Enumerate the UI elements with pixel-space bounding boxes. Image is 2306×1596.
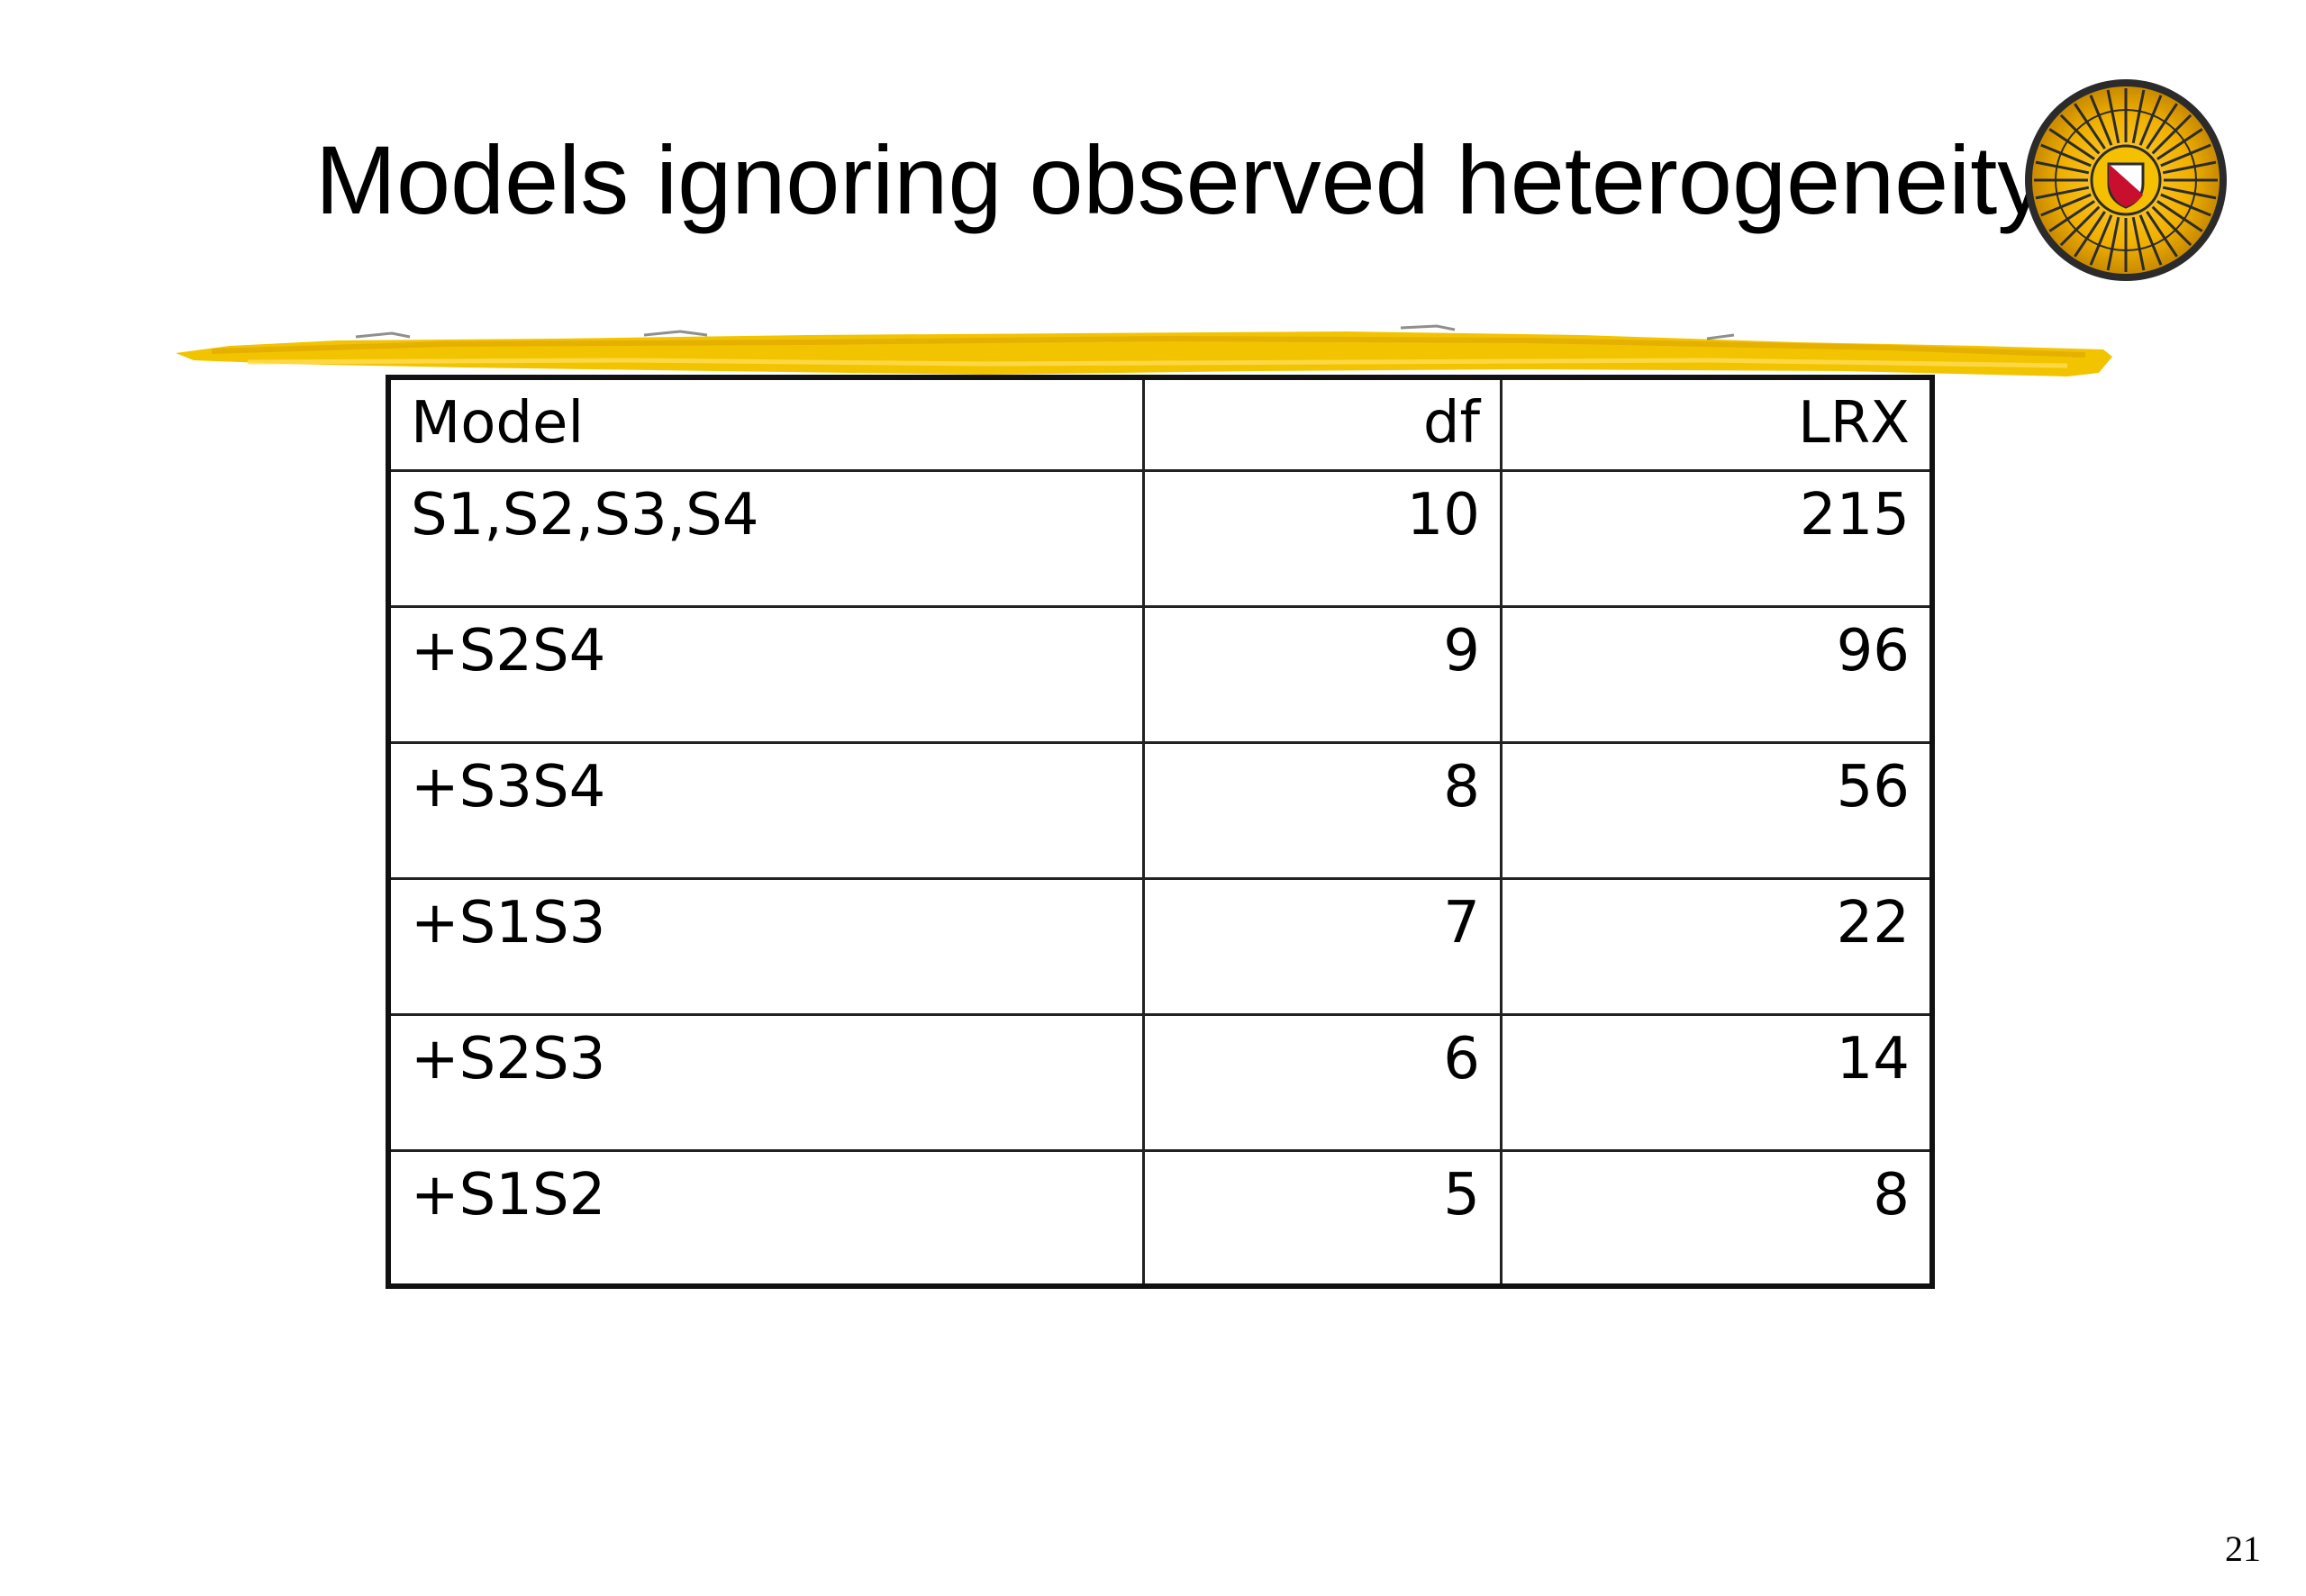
- cell-model: S1,S2,S3,S4: [386, 468, 1145, 608]
- table-header-row: Model df LRX: [386, 376, 1934, 472]
- sun-ray: [2106, 89, 2120, 144]
- sun-ray: [2146, 211, 2178, 258]
- university-sun-seal-icon: [2013, 74, 2238, 290]
- column-header-model: Model: [386, 376, 1145, 472]
- cell-lrx: 56: [1500, 740, 1934, 880]
- cell-model: +S1S3: [386, 876, 1145, 1016]
- column-header-df: df: [1142, 376, 1503, 472]
- sun-ray: [2089, 214, 2113, 266]
- sun-ray: [2162, 160, 2217, 175]
- page-number: 21: [2225, 1528, 2261, 1569]
- sun-ray: [2089, 95, 2113, 146]
- sun-ray: [2035, 186, 2090, 200]
- sun-ray: [2059, 205, 2101, 247]
- cell-df: 6: [1142, 1012, 1503, 1152]
- cell-df: 10: [1142, 468, 1503, 608]
- sun-ray: [2074, 103, 2106, 150]
- sun-ray: [2106, 216, 2120, 271]
- table-row: +S3S4 8 56: [386, 740, 1934, 880]
- sun-ray: [2040, 193, 2092, 217]
- sun-ray: [2138, 214, 2163, 266]
- sun-ray: [2151, 205, 2193, 247]
- table-row: +S2S3 6 14: [386, 1012, 1934, 1152]
- cell-model: +S2S4: [386, 604, 1145, 744]
- sun-ray: [2059, 113, 2101, 155]
- sun-ray: [2156, 128, 2203, 160]
- cell-lrx: 14: [1500, 1012, 1934, 1152]
- yellow-brush-stroke: [176, 315, 2112, 396]
- cell-lrx: 22: [1500, 876, 1934, 1016]
- sun-ray: [2048, 128, 2095, 160]
- cell-df: 7: [1142, 876, 1503, 1016]
- sun-ray: [2151, 113, 2193, 155]
- table-row: +S2S4 9 96: [386, 604, 1934, 744]
- table-row: +S1S2 5 8: [386, 1148, 1934, 1288]
- sun-ray: [2131, 89, 2146, 144]
- cell-lrx: 96: [1500, 604, 1934, 744]
- sun-ray: [2156, 200, 2203, 232]
- slide-title: Models ignoring observed heterogeneity: [315, 125, 2047, 234]
- sun-ray: [2160, 193, 2211, 217]
- cell-lrx: 8: [1500, 1148, 1934, 1288]
- cell-lrx: 215: [1500, 468, 1934, 608]
- models-table: Model df LRX S1,S2,S3,S4 10 215 +S2S4 9 …: [386, 375, 1935, 1289]
- sun-ray: [2162, 186, 2217, 200]
- table-row: +S1S3 7 22: [386, 876, 1934, 1016]
- sun-ray: [2040, 143, 2092, 168]
- sun-ray: [2138, 95, 2163, 146]
- cell-df: 8: [1142, 740, 1503, 880]
- cell-model: +S2S3: [386, 1012, 1145, 1152]
- sun-ray: [2048, 200, 2095, 232]
- column-header-lrx: LRX: [1500, 376, 1934, 472]
- cell-model: +S1S2: [386, 1148, 1145, 1288]
- sun-ray: [2035, 160, 2090, 175]
- sun-ray: [2146, 103, 2178, 150]
- sun-ray: [2131, 216, 2146, 271]
- table-row: S1,S2,S3,S4 10 215: [386, 468, 1934, 608]
- cell-model: +S3S4: [386, 740, 1145, 880]
- sun-ray: [2160, 143, 2211, 168]
- sun-ray: [2074, 211, 2106, 258]
- cell-df: 9: [1142, 604, 1503, 744]
- cell-df: 5: [1142, 1148, 1503, 1288]
